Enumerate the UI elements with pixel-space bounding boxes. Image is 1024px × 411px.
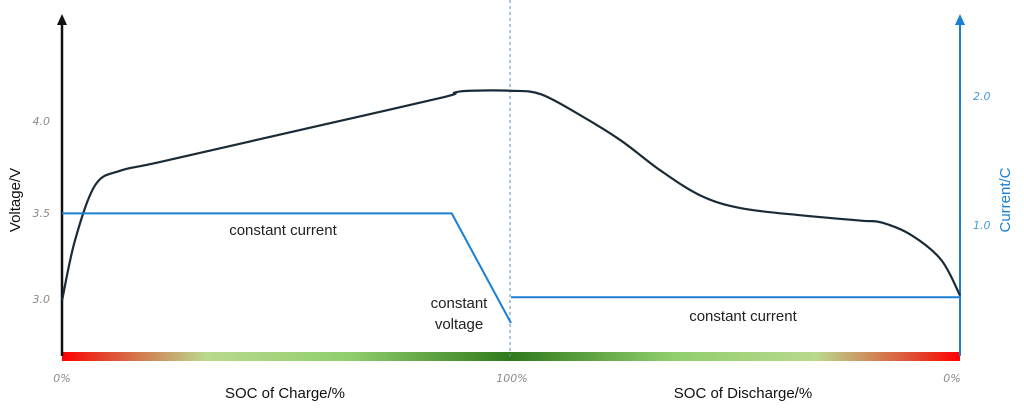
charge-axis-label: SOC of Charge/% — [225, 385, 345, 402]
voltage-tick: 4.0 — [33, 115, 51, 128]
x-tick-charge-start: 0% — [53, 372, 70, 385]
current-tick: 2.0 — [973, 90, 991, 103]
series-line-voltage — [60, 89, 961, 302]
annotation-cv-line2: voltage — [435, 316, 483, 333]
annotation-cc-charge: constant current — [229, 222, 337, 239]
series-line-charge-current — [62, 212, 512, 324]
current-tick: 1.0 — [973, 219, 991, 232]
annotation-cc-discharge: constant current — [689, 308, 797, 325]
x-tick-full: 100% — [496, 372, 527, 385]
voltage-axis-label: Voltage/V — [7, 168, 24, 232]
current-axis-label: Current/C — [997, 167, 1014, 232]
current-axis-arrow-icon — [955, 14, 965, 25]
voltage-tick: 3.5 — [33, 207, 51, 220]
soc-gradient-bar — [62, 352, 960, 361]
x-tick-discharge-end: 0% — [943, 372, 960, 385]
discharge-axis-label: SOC of Discharge/% — [674, 385, 812, 402]
voltage-tick: 3.0 — [33, 293, 51, 306]
annotation-cv-line1: constant — [431, 295, 489, 312]
voltage-axis-arrow-icon — [57, 14, 67, 25]
